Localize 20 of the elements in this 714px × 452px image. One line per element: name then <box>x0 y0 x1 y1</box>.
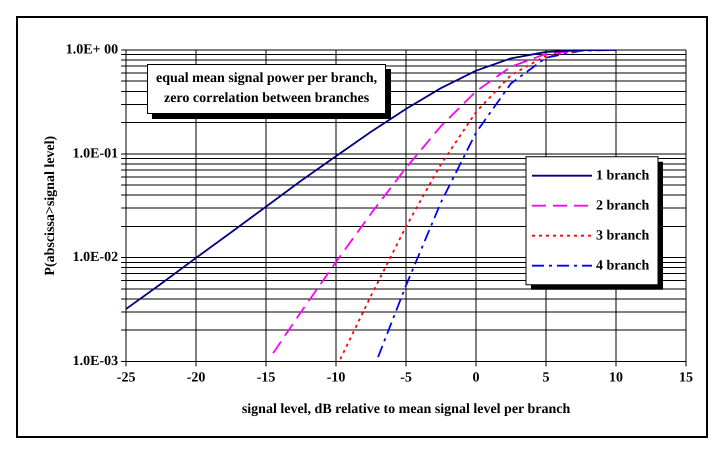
x-tick-label: -25 <box>116 370 136 386</box>
x-tick-label: -20 <box>186 370 206 386</box>
x-tick-label: -10 <box>326 370 346 386</box>
legend-label: 3 branch <box>596 228 650 244</box>
y-tick-label: 1.0E-02 <box>72 250 118 266</box>
legend-label: 2 branch <box>596 198 650 214</box>
x-tick-label: 0 <box>472 370 480 386</box>
x-tick-label: 5 <box>542 370 550 386</box>
annotation: equal mean signal power per branch, zero correlation between branches <box>147 64 386 114</box>
x-tick-label: 10 <box>609 370 624 386</box>
x-axis-title: signal level, dB relative to mean signal level per branch <box>242 402 571 418</box>
x-tick-label: 15 <box>679 370 693 386</box>
y-tick-label: 1.0E+ 00 <box>66 42 118 58</box>
x-tick-label: -15 <box>256 370 276 386</box>
y-axis-title: P(abscissa>signal level) <box>43 135 58 276</box>
y-tick-label: 1.0E-03 <box>72 354 118 370</box>
legend-label: 4 branch <box>596 258 650 274</box>
y-tick-label: 1.0E-01 <box>72 146 118 162</box>
x-tick-label: -5 <box>400 370 412 386</box>
legend-label: 1 branch <box>596 168 650 184</box>
